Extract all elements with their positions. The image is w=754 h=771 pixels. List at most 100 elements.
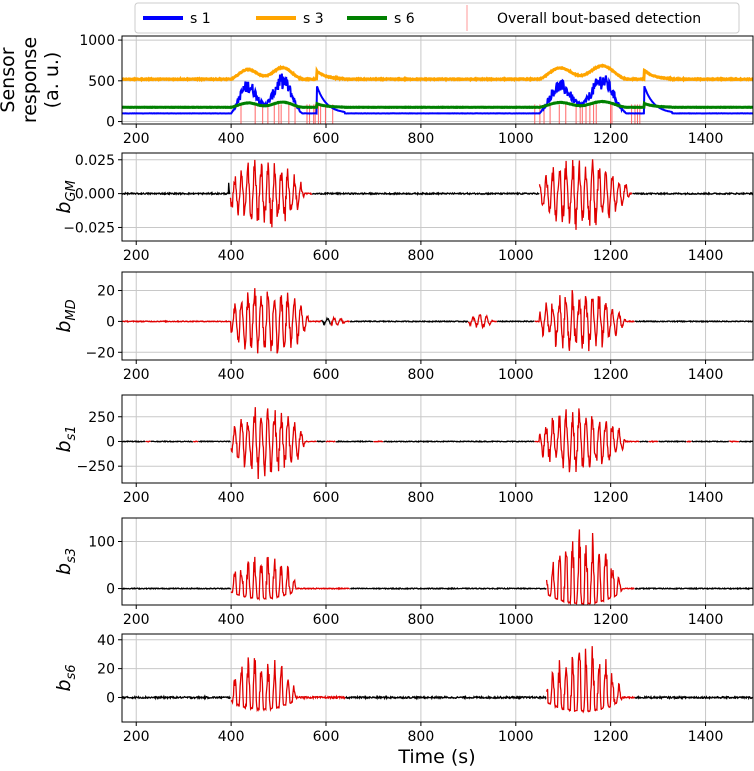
y-tick-label: −250 xyxy=(77,459,115,475)
y-tick-label: 250 xyxy=(88,410,115,426)
series-line-s3 xyxy=(122,63,753,83)
axes-frame-bGM xyxy=(121,152,754,242)
y-tick-label: 0 xyxy=(106,582,115,598)
detected-line-bs3 xyxy=(230,529,635,605)
plot-area-bs6 xyxy=(122,646,753,714)
x-tick-label: 1200 xyxy=(593,729,629,745)
y-tick-label: 0 xyxy=(106,314,115,330)
x-tick-label: 1400 xyxy=(688,490,724,506)
legend-label-1: s 3 xyxy=(303,11,324,27)
y-tick-label: 0 xyxy=(106,434,115,450)
x-tick-label: 600 xyxy=(313,131,340,147)
x-tick-label: 1400 xyxy=(688,248,724,264)
detected-line-bMD xyxy=(122,288,635,354)
x-tick-label: 800 xyxy=(408,131,435,147)
x-tick-label: 1400 xyxy=(688,131,724,147)
x-tick-label: 400 xyxy=(218,248,245,264)
trace-line-bs3 xyxy=(122,586,753,591)
x-tick-label: 200 xyxy=(123,612,150,628)
x-tick-label: 1200 xyxy=(593,248,629,264)
x-tick-label: 600 xyxy=(313,248,340,264)
trace-line-bs6 xyxy=(122,694,753,701)
y-tick-label: 100 xyxy=(88,535,115,551)
y-axis-title-bs3: bs3 xyxy=(53,548,79,575)
legend: s 1 s 3 s 6 Overall bout-based detection xyxy=(134,2,740,34)
x-tick-label: 1400 xyxy=(688,612,724,628)
x-tick-label: 1200 xyxy=(593,131,629,147)
x-tick-label: 200 xyxy=(123,367,150,383)
panels: 200 400 600 800 1000 1200 140005001000Sensorre… xyxy=(0,33,754,745)
x-tick-label: 1000 xyxy=(498,612,534,628)
y-axis-title-bs6: bs6 xyxy=(53,664,79,691)
y-tick-label: −20 xyxy=(85,345,115,361)
trace-line-bGM xyxy=(122,182,753,196)
x-tick-label: 200 xyxy=(123,131,150,147)
trace-line-bMD xyxy=(321,316,753,327)
plot-area-bMD xyxy=(122,288,753,354)
legend-label-0: s 1 xyxy=(190,11,211,27)
x-tick-label: 1400 xyxy=(688,367,724,383)
y-axis-title-sensor: Sensorresponse(a. u.) xyxy=(0,37,63,123)
x-tick-label: 600 xyxy=(313,490,340,506)
y-axis-title-bMD: bMD xyxy=(53,299,79,332)
panel-bGM: 200 400 600 800 1000 1200 1400 −0.025 0.000 0.025… xyxy=(53,152,754,264)
legend-box xyxy=(134,2,740,34)
panel-bs1: 200 400 600 800 1000 1200 1400 −250 0 250 bs1 xyxy=(53,394,754,506)
y-axis-title-bs1: bs1 xyxy=(53,425,79,452)
trace-line-bs1 xyxy=(122,439,753,444)
x-tick-label: 800 xyxy=(408,367,435,383)
detected-line-bs1 xyxy=(145,407,740,480)
y-tick-label: 40 xyxy=(97,633,115,649)
detected-line-bGM xyxy=(229,159,633,230)
x-tick-label: 1000 xyxy=(498,131,534,147)
legend-label-3: Overall bout-based detection xyxy=(497,11,701,27)
y-tick-label: 0.025 xyxy=(75,153,115,169)
y-tick-label: 1000 xyxy=(79,33,115,49)
panel-bs3: 200 400 600 800 1000 1200 1400 0 100 bs3 xyxy=(53,517,754,628)
plot-area-bs3 xyxy=(122,529,753,605)
axes-frame-bs6 xyxy=(121,633,754,723)
x-tick-label: 800 xyxy=(408,248,435,264)
x-tick-label: 600 xyxy=(313,367,340,383)
y-tick-label: 20 xyxy=(97,284,115,300)
y-tick-label: 20 xyxy=(97,662,115,678)
x-tick-label: 600 xyxy=(313,612,340,628)
x-tick-label: 1200 xyxy=(593,612,629,628)
y-tick-label: 0 xyxy=(106,115,115,131)
y-tick-label: 0 xyxy=(106,690,115,706)
x-tick-label: 800 xyxy=(408,490,435,506)
x-tick-label: 200 xyxy=(123,729,150,745)
axes-frame-sensor xyxy=(121,35,754,125)
x-tick-label: 1000 xyxy=(498,248,534,264)
series-line-s1 xyxy=(122,73,753,115)
series-line-s6 xyxy=(122,99,753,110)
x-axis-title: Time (s) xyxy=(397,746,475,768)
plot-area-sensor xyxy=(122,63,753,124)
x-tick-label: 1000 xyxy=(498,490,534,506)
detected-line-bs6 xyxy=(230,646,635,714)
plot-area-bs1 xyxy=(122,407,753,480)
axes-frame-bs3 xyxy=(121,517,754,606)
x-tick-label: 400 xyxy=(218,131,245,147)
x-tick-label: 800 xyxy=(408,612,435,628)
y-tick-label: 0.000 xyxy=(75,187,115,203)
x-tick-label: 200 xyxy=(123,490,150,506)
panel-bs6: 200 400 600 800 1000 1200 1400 0 20 40 bs6 xyxy=(53,633,754,745)
x-tick-label: 400 xyxy=(218,612,245,628)
x-tick-label: 1400 xyxy=(688,729,724,745)
y-tick-label: 500 xyxy=(88,74,115,90)
panel-bMD: 200 400 600 800 1000 1200 1400 −20 0 20 bMD xyxy=(53,271,754,383)
x-tick-label: 600 xyxy=(313,729,340,745)
axes-frame-bMD xyxy=(121,271,754,361)
x-tick-label: 1000 xyxy=(498,367,534,383)
axes-frame-bs1 xyxy=(121,394,754,484)
x-tick-label: 200 xyxy=(123,248,150,264)
legend-label-2: s 6 xyxy=(394,11,415,27)
x-tick-label: 1000 xyxy=(498,729,534,745)
x-tick-label: 400 xyxy=(218,490,245,506)
x-tick-label: 1200 xyxy=(593,367,629,383)
x-tick-label: 1200 xyxy=(593,490,629,506)
x-tick-label: 800 xyxy=(408,729,435,745)
y-axis-title-bGM: bGM xyxy=(53,180,79,213)
